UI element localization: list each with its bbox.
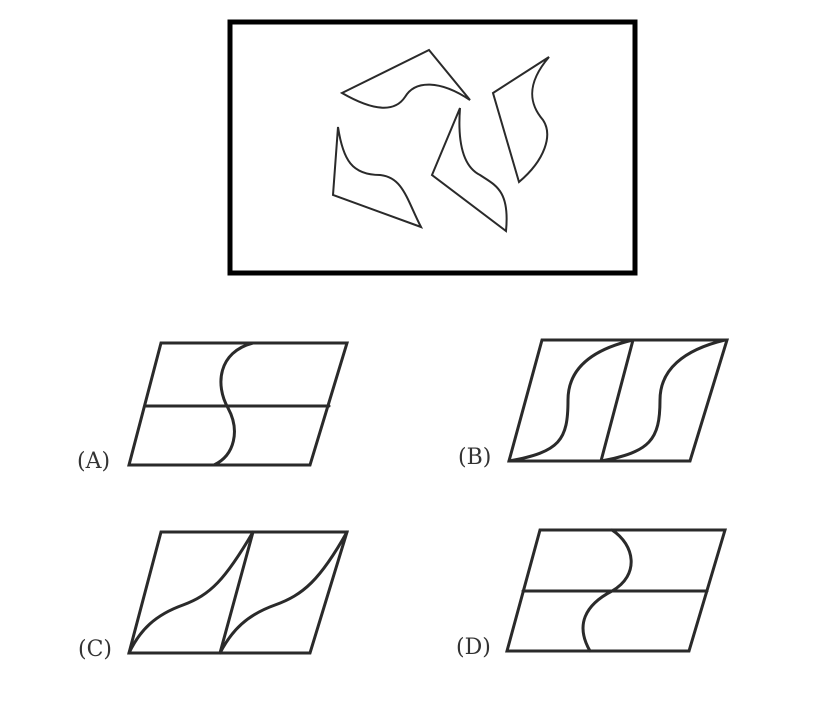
puzzle-piece-right — [491, 56, 550, 184]
option-c-label: (C) — [78, 637, 112, 662]
option-b-curve-2 — [599, 338, 727, 463]
option-d-curve — [581, 528, 633, 653]
option-d[interactable]: (D) — [456, 528, 728, 660]
option-b-outline — [507, 338, 730, 463]
option-d-label: (D) — [456, 635, 491, 660]
option-a-label: (A) — [77, 449, 110, 474]
option-c-curve-1 — [127, 530, 255, 655]
option-c[interactable]: (C) — [78, 530, 350, 662]
option-b-curve-1 — [507, 338, 635, 463]
question-box — [227, 19, 638, 276]
question-frame — [227, 19, 638, 276]
option-b-label: (B) — [458, 445, 491, 470]
option-c-curve-2 — [218, 530, 349, 655]
puzzle-piece-middle — [430, 107, 508, 233]
puzzle-piece-left — [331, 126, 424, 229]
option-a-outline — [127, 341, 350, 467]
option-c-divider — [218, 530, 255, 655]
option-b[interactable]: (B) — [458, 338, 730, 470]
option-a-curve — [212, 341, 255, 467]
option-d-outline — [505, 528, 728, 653]
option-b-divider — [599, 338, 635, 463]
option-c-outline — [127, 530, 350, 655]
option-a[interactable]: (A) — [77, 341, 350, 474]
puzzle-piece-top — [339, 48, 471, 109]
